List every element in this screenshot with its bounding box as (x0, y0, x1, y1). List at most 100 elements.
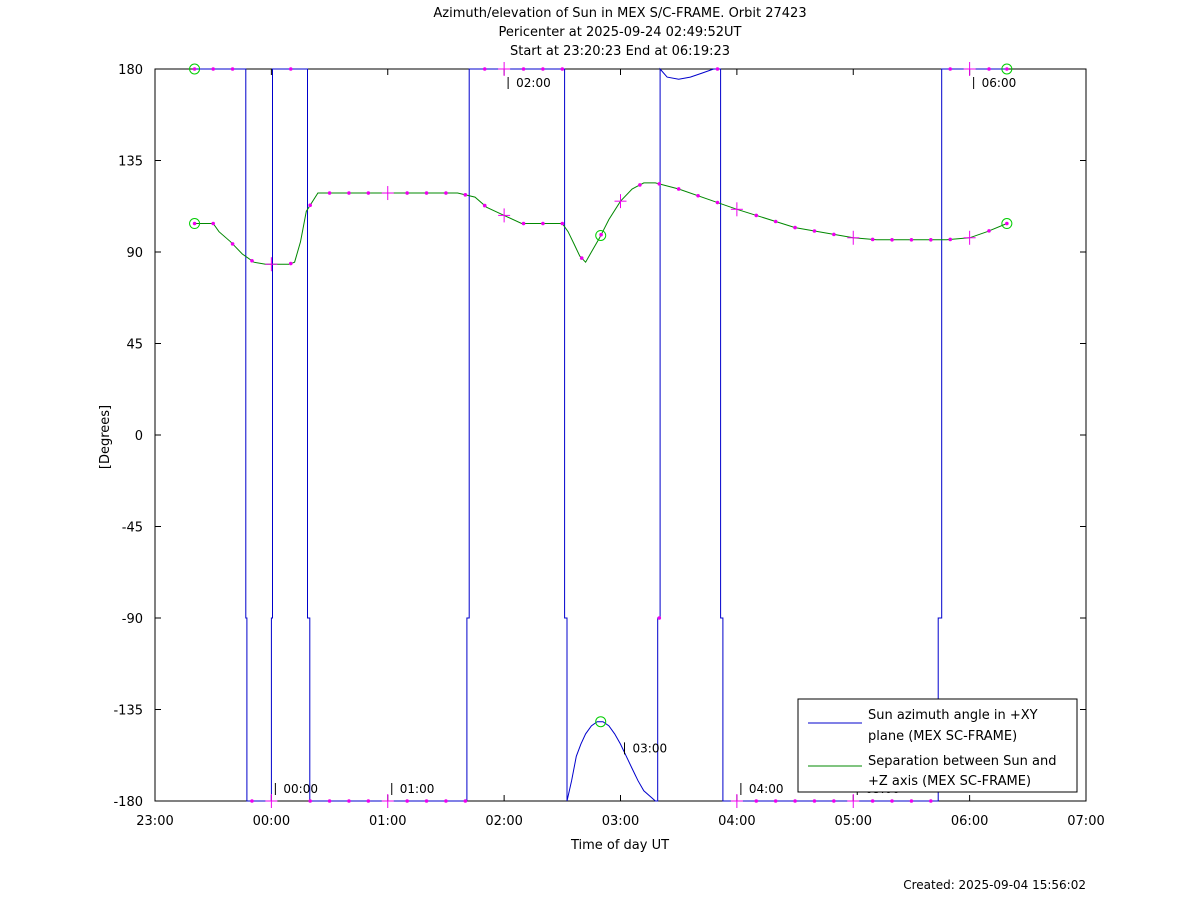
legend-label-separation-line-1: Separation between Sun and (868, 754, 1056, 769)
sample-dot-marker (463, 799, 468, 803)
sample-dot-marker (482, 203, 487, 208)
start-end-circle-marker (189, 218, 201, 230)
sample-dot-marker (1005, 67, 1009, 71)
sample-dot-marker (638, 183, 642, 187)
sample-dot-marker (773, 799, 778, 803)
sample-dot-marker (832, 232, 836, 237)
sample-dot-marker (482, 67, 487, 71)
sample-dot-marker (870, 237, 875, 242)
sample-dot-marker (890, 799, 894, 803)
sample-dot-marker (308, 799, 312, 803)
sample-dot-marker (696, 193, 700, 198)
sample-dot-marker (715, 200, 720, 205)
sample-dot-marker (541, 67, 545, 71)
start-end-circle-marker (189, 63, 201, 75)
sample-dot-marker (754, 213, 759, 218)
annotation-time-label: 03:00 (633, 741, 668, 755)
sample-dot-marker (657, 182, 662, 186)
sample-dot-marker (929, 238, 933, 242)
y-tick-label: 180 (118, 63, 143, 78)
sample-dot-marker (521, 221, 526, 226)
sample-dot-marker (405, 799, 409, 803)
sample-dot-marker (754, 799, 759, 803)
sample-dot-marker (347, 191, 351, 195)
sample-dot-marker (657, 616, 662, 620)
y-tick-label: 135 (118, 155, 143, 170)
sample-dot-marker (288, 67, 293, 71)
x-tick-label: 06:00 (951, 814, 988, 829)
sample-dot-marker (250, 799, 254, 803)
x-tick-label: 01:00 (369, 814, 406, 829)
annotation-time-label: 04:00 (749, 782, 784, 796)
start-end-circle-marker (1001, 63, 1013, 75)
annotation-time-label: 02:00 (516, 76, 551, 90)
y-tick-label: 90 (126, 246, 143, 261)
x-tick-label: 02:00 (485, 814, 522, 829)
legend-box (797, 698, 1078, 793)
x-axis-label: Time of day UT (570, 838, 669, 853)
sample-dot-marker (773, 219, 778, 224)
sample-dot-marker (948, 237, 953, 242)
sample-dot-marker (230, 242, 235, 246)
sample-dot-marker (192, 221, 197, 226)
pericenter-circle-marker (595, 229, 607, 241)
y-tick-label: 0 (135, 429, 143, 444)
sample-dot-marker (987, 229, 991, 233)
sample-dot-marker (599, 232, 603, 237)
sample-dot-marker (560, 67, 565, 71)
sample-dot-marker (308, 203, 312, 208)
y-axis-label: [Degrees] (98, 405, 113, 469)
sample-dot-marker (250, 259, 254, 263)
pericenter-circle-marker (595, 716, 607, 728)
sample-dot-marker (424, 799, 429, 803)
sample-dot-marker (909, 799, 914, 803)
created-footer: Created: 2025-09-04 15:56:02 (903, 878, 1086, 892)
sample-dot-marker (579, 256, 584, 260)
y-tick-label: 45 (126, 338, 143, 353)
sample-dot-marker (541, 221, 545, 226)
sample-dot-marker (560, 221, 565, 226)
sample-dot-marker (929, 799, 933, 803)
chart-title-line-2: Pericenter at 2025-09-24 02:49:52UT (498, 25, 741, 40)
annotation-time-label: 06:00 (982, 76, 1017, 90)
sample-dot-marker (909, 238, 914, 242)
sample-dot-marker (288, 261, 293, 266)
axes-ticks: 23:00 00:00 01:00 02:00 03:00 04:00 05:00 06:00… (113, 63, 1104, 829)
sample-dot-marker (444, 799, 448, 803)
sample-dot-marker (347, 799, 351, 803)
sample-dot-marker (890, 238, 894, 242)
sample-dot-marker (463, 193, 468, 197)
x-tick-label: 03:00 (602, 814, 639, 829)
sample-dot-marker (327, 191, 332, 195)
sample-dot-marker (521, 67, 526, 71)
x-tick-label: 04:00 (718, 814, 755, 829)
x-tick-label: 07:00 (1067, 814, 1104, 829)
sample-dot-marker (405, 191, 409, 195)
marker-layer (189, 62, 1013, 808)
annotation-time-label: 00:00 (283, 782, 318, 796)
sample-dot-marker (366, 799, 371, 803)
series-line-sun-azimuth (194, 67, 1007, 802)
series-layer (194, 67, 1008, 802)
series-line-sun-z-separation (194, 182, 1008, 265)
sample-dot-marker (715, 67, 720, 71)
sample-dot-marker (832, 799, 836, 803)
legend-label-azimuth-line-2: plane (MEX SC-FRAME) (868, 729, 1017, 744)
sample-dot-marker (812, 799, 817, 803)
x-tick-label: 05:00 (835, 814, 872, 829)
sample-dot-marker (987, 67, 991, 71)
sample-dot-marker (327, 799, 332, 803)
sample-dot-marker (230, 67, 235, 71)
start-end-circle-marker (1001, 218, 1013, 230)
sample-dot-marker (444, 191, 448, 195)
sample-dot-marker (192, 67, 197, 71)
sample-dot-marker (676, 187, 681, 191)
legend: Sun azimuth angle in +XY plane (MEX SC-F… (797, 698, 1078, 793)
sample-dot-marker (870, 799, 875, 803)
chart-title-line-3: Start at 23:20:23 End at 06:19:23 (510, 44, 730, 59)
annotation-time-label: 01:00 (400, 782, 435, 796)
x-tick-label: 23:00 (136, 814, 173, 829)
y-tick-label: -135 (113, 704, 143, 719)
legend-label-separation-line-2: +Z axis (MEX SC-FRAME) (868, 774, 1031, 789)
